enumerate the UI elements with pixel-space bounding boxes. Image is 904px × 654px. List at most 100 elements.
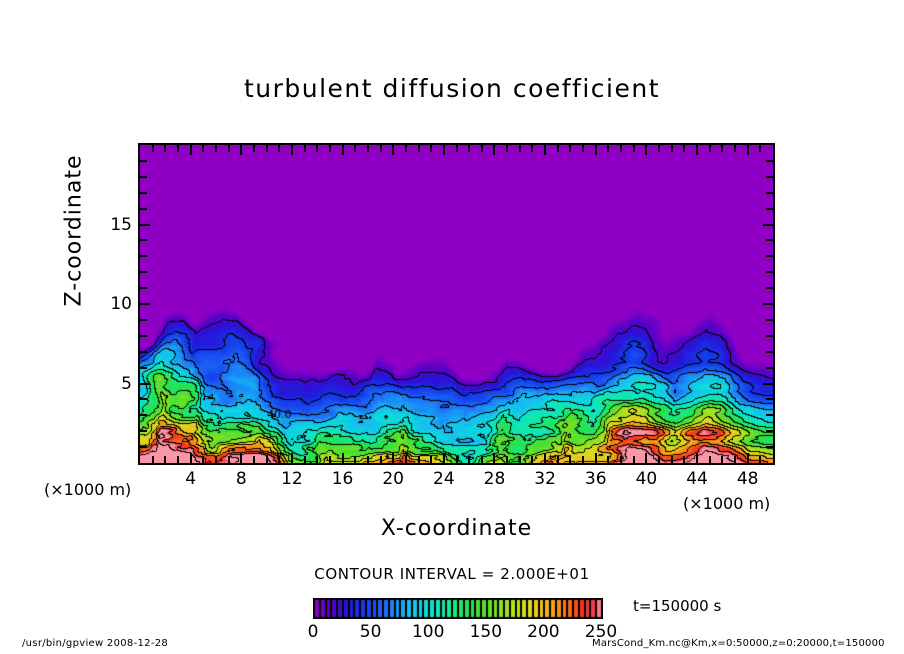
z-tick-left-1: [140, 446, 147, 449]
z-tick-right-3: [766, 414, 773, 417]
x-tick-bottom-48: [746, 453, 749, 463]
z-tick-right-9: [766, 318, 773, 321]
x-tick-top-41: [658, 145, 661, 152]
z-tick-right-2: [766, 430, 773, 433]
x-tick-bottom-29: [506, 456, 509, 463]
z-tick-left-19: [140, 159, 147, 162]
page-title: turbulent diffusion coefficient: [243, 74, 661, 103]
x-tick-top-22: [417, 145, 420, 152]
x-tick-bottom-16: [341, 453, 344, 463]
x-tick-top-29: [506, 145, 509, 152]
x-tick-top-45: [708, 145, 711, 152]
x-tick-top-48: [746, 145, 749, 155]
x-tick-top-15: [328, 145, 331, 152]
x-tick-bottom-30: [518, 456, 521, 463]
x-tick-bottom-39: [632, 456, 635, 463]
x-tick-top-33: [556, 145, 559, 152]
x-tick-top-47: [734, 145, 737, 152]
y-axis-unit-label: (×1000 m): [44, 480, 132, 499]
x-tick-bottom-37: [607, 456, 610, 463]
x-tick-top-37: [607, 145, 610, 152]
x-tick-bottom-40: [645, 453, 648, 463]
x-tick-bottom-20: [392, 453, 395, 463]
x-tick-top-2: [164, 145, 167, 152]
x-tick-top-35: [582, 145, 585, 152]
x-tick-top-20: [392, 145, 395, 155]
x-tick-top-38: [620, 145, 623, 152]
x-tick-bottom-17: [354, 456, 357, 463]
x-tick-bottom-23: [430, 456, 433, 463]
x-tick-top-43: [683, 145, 686, 152]
x-tick-bottom-42: [670, 456, 673, 463]
z-tick-right-13: [766, 255, 773, 258]
x-tick-bottom-24: [442, 453, 445, 463]
x-tick-bottom-32: [544, 453, 547, 463]
footer-command-label: /usr/bin/gpview 2008-12-28: [22, 638, 169, 649]
z-tick-label-5: 5: [121, 373, 132, 394]
z-tick-left-17: [140, 191, 147, 194]
x-tick-top-46: [721, 145, 724, 152]
x-tick-bottom-4: [189, 453, 192, 463]
colorbar-tick-label-200: 200: [527, 622, 560, 642]
z-tick-left-2: [140, 430, 147, 433]
x-tick-label-48: 48: [736, 469, 759, 489]
colorbar-gradient: [314, 599, 602, 618]
x-tick-label-8: 8: [235, 469, 247, 489]
x-tick-bottom-11: [278, 456, 281, 463]
z-tick-right-16: [766, 207, 773, 210]
x-tick-top-7: [227, 145, 230, 152]
x-tick-label-4: 4: [185, 469, 197, 489]
z-tick-left-11: [140, 287, 147, 290]
footer-dataset-label: MarsCond_Km.nc@Km,x=0:50000,z=0:20000,t=…: [592, 638, 885, 649]
z-tick-right-5: [763, 382, 773, 385]
z-tick-left-18: [140, 175, 147, 178]
z-tick-right-14: [766, 239, 773, 242]
x-tick-top-23: [430, 145, 433, 152]
x-tick-top-31: [531, 145, 534, 152]
x-tick-bottom-47: [734, 456, 737, 463]
x-tick-bottom-13: [303, 456, 306, 463]
x-tick-top-42: [670, 145, 673, 152]
x-tick-top-4: [189, 145, 192, 155]
x-tick-bottom-8: [240, 453, 243, 463]
x-tick-bottom-36: [594, 453, 597, 463]
x-tick-bottom-46: [721, 456, 724, 463]
x-tick-bottom-1: [151, 456, 154, 463]
contour-interval-caption: CONTOUR INTERVAL = 2.000E+01: [314, 565, 590, 583]
x-tick-label-12: 12: [281, 469, 303, 489]
x-tick-top-39: [632, 145, 635, 152]
x-tick-bottom-34: [569, 456, 572, 463]
z-tick-left-5: [140, 382, 150, 385]
x-tick-top-25: [455, 145, 458, 152]
x-tick-top-34: [569, 145, 572, 152]
z-tick-left-13: [140, 255, 147, 258]
z-tick-right-12: [766, 271, 773, 274]
x-tick-top-24: [442, 145, 445, 155]
colorbar-tick-label-100: 100: [411, 622, 445, 642]
x-tick-bottom-10: [265, 456, 268, 463]
x-tick-label-40: 40: [635, 469, 658, 489]
z-tick-right-10: [763, 303, 773, 305]
x-tick-label-24: 24: [433, 469, 455, 489]
x-tick-bottom-9: [252, 456, 255, 463]
x-tick-bottom-49: [759, 456, 762, 463]
z-tick-right-6: [766, 366, 773, 369]
x-tick-top-27: [480, 145, 483, 152]
x-tick-bottom-43: [683, 456, 686, 463]
z-tick-left-7: [140, 350, 147, 353]
x-tick-bottom-31: [531, 456, 534, 463]
x-tick-top-16: [341, 145, 344, 155]
x-tick-top-32: [544, 145, 547, 155]
z-tick-right-4: [766, 398, 773, 401]
x-tick-bottom-26: [468, 456, 471, 463]
z-tick-right-7: [766, 350, 773, 353]
x-tick-bottom-3: [176, 456, 179, 463]
x-tick-bottom-19: [379, 456, 382, 463]
colorbar-tick-label-150: 150: [469, 622, 503, 642]
x-tick-top-40: [645, 145, 648, 155]
x-tick-top-10: [265, 145, 268, 152]
z-tick-left-6: [140, 366, 147, 369]
y-axis-title: Z-coordinate: [61, 154, 87, 307]
x-tick-top-3: [176, 145, 179, 152]
z-tick-label-10: 10: [110, 294, 132, 314]
